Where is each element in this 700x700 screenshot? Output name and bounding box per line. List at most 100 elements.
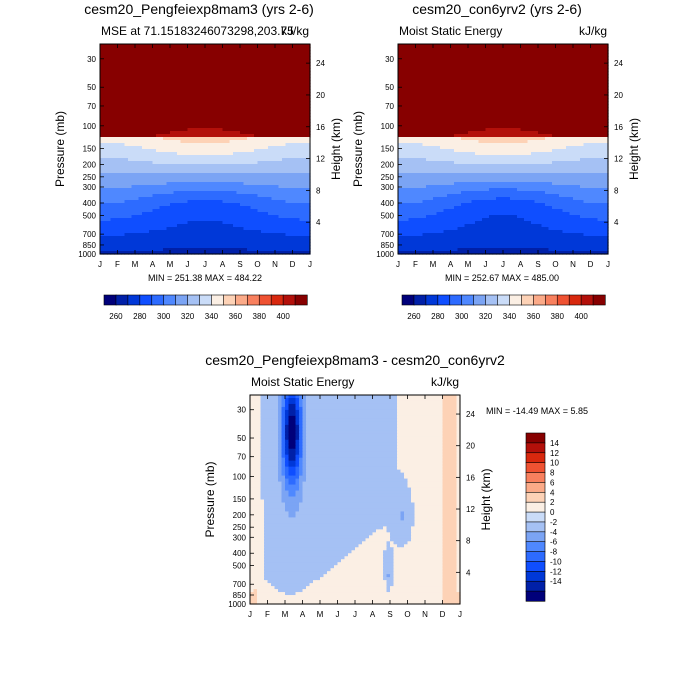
- contour-cell: [233, 248, 238, 252]
- contour-cell: [254, 206, 259, 210]
- contour-cell: [222, 125, 227, 129]
- contour-cell: [180, 236, 185, 240]
- contour-cell: [240, 167, 245, 171]
- contour-cell: [142, 53, 147, 57]
- contour-cell: [163, 203, 168, 207]
- contour-cell: [247, 50, 252, 54]
- contour-cell: [303, 44, 308, 48]
- contour-cell: [264, 203, 269, 207]
- contour-cell: [271, 197, 276, 201]
- contour-cell: [201, 44, 206, 48]
- contour-cell: [271, 125, 276, 129]
- contour-cell: [180, 242, 185, 246]
- contour-cell: [159, 143, 164, 147]
- contour-cell: [275, 119, 280, 123]
- contour-cell: [131, 200, 136, 204]
- contour-cell: [215, 224, 220, 228]
- contour-cell: [296, 125, 301, 129]
- contour-cell: [170, 113, 175, 117]
- contour-cell: [261, 71, 266, 75]
- contour-cell: [271, 206, 276, 210]
- contour-cell: [254, 59, 259, 63]
- contour-cell: [163, 233, 168, 237]
- contour-cell: [100, 230, 105, 234]
- contour-cell: [545, 50, 550, 54]
- contour-cell: [166, 119, 171, 123]
- contour-cell: [534, 44, 539, 48]
- contour-cell: [142, 131, 147, 135]
- contour-cell: [100, 236, 105, 240]
- contour-cell: [289, 110, 294, 114]
- contour-cell: [422, 68, 427, 72]
- contour-cell: [271, 74, 276, 78]
- contour-cell: [222, 230, 227, 234]
- contour-cell: [534, 68, 539, 72]
- contour-cell: [166, 128, 171, 132]
- contour-cell: [299, 56, 304, 60]
- contour-cell: [429, 68, 434, 72]
- contour-cell: [117, 149, 122, 153]
- contour-cell: [114, 65, 119, 69]
- contour-cell: [250, 155, 255, 159]
- contour-cell: [520, 53, 525, 57]
- contour-cell: [240, 215, 245, 219]
- contour-cell: [201, 107, 206, 111]
- contour-cell: [208, 191, 213, 195]
- contour-cell: [128, 227, 133, 231]
- contour-cell: [222, 245, 227, 249]
- contour-cell: [177, 242, 182, 246]
- contour-cell: [215, 101, 220, 105]
- contour-cell: [264, 98, 269, 102]
- contour-cell: [278, 53, 283, 57]
- contour-cell: [296, 191, 301, 195]
- contour-cell: [278, 233, 283, 237]
- contour-cell: [194, 140, 199, 144]
- contour-cell: [215, 104, 220, 108]
- contour-cell: [149, 119, 154, 123]
- contour-cell: [205, 251, 210, 255]
- contour-cell: [296, 62, 301, 66]
- contour-cell: [296, 53, 301, 57]
- contour-cell: [236, 248, 241, 252]
- contour-cell: [103, 248, 108, 252]
- contour-cell: [468, 77, 473, 81]
- contour-cell: [103, 191, 108, 195]
- contour-cell: [145, 215, 150, 219]
- contour-cell: [226, 164, 231, 168]
- contour-cell: [121, 161, 126, 165]
- contour-cell: [496, 53, 501, 57]
- contour-cell: [149, 86, 154, 90]
- contour-cell: [289, 233, 294, 237]
- contour-cell: [205, 113, 210, 117]
- contour-cell: [601, 59, 606, 63]
- contour-cell: [604, 44, 609, 48]
- contour-cell: [170, 128, 175, 132]
- contour-cell: [191, 155, 196, 159]
- contour-cell: [159, 59, 164, 63]
- contour-cell: [156, 59, 161, 63]
- contour-cell: [135, 218, 140, 222]
- contour-cell: [520, 59, 525, 63]
- contour-cell: [187, 173, 192, 177]
- contour-cell: [201, 167, 206, 171]
- contour-cell: [257, 125, 262, 129]
- contour-cell: [184, 137, 189, 141]
- contour-cell: [138, 188, 143, 192]
- contour-cell: [285, 68, 290, 72]
- contour-cell: [114, 59, 119, 63]
- contour-cell: [100, 77, 105, 81]
- contour-cell: [114, 161, 119, 165]
- contour-cell: [159, 164, 164, 168]
- contour-cell: [198, 110, 203, 114]
- contour-cell: [180, 77, 185, 81]
- contour-cell: [184, 167, 189, 171]
- contour-cell: [149, 218, 154, 222]
- contour-cell: [268, 59, 273, 63]
- contour-cell: [187, 239, 192, 243]
- contour-cell: [299, 227, 304, 231]
- contour-cell: [103, 77, 108, 81]
- contour-cell: [142, 125, 147, 129]
- contour-cell: [124, 224, 129, 228]
- contour-cell: [180, 182, 185, 186]
- contour-cell: [208, 92, 213, 96]
